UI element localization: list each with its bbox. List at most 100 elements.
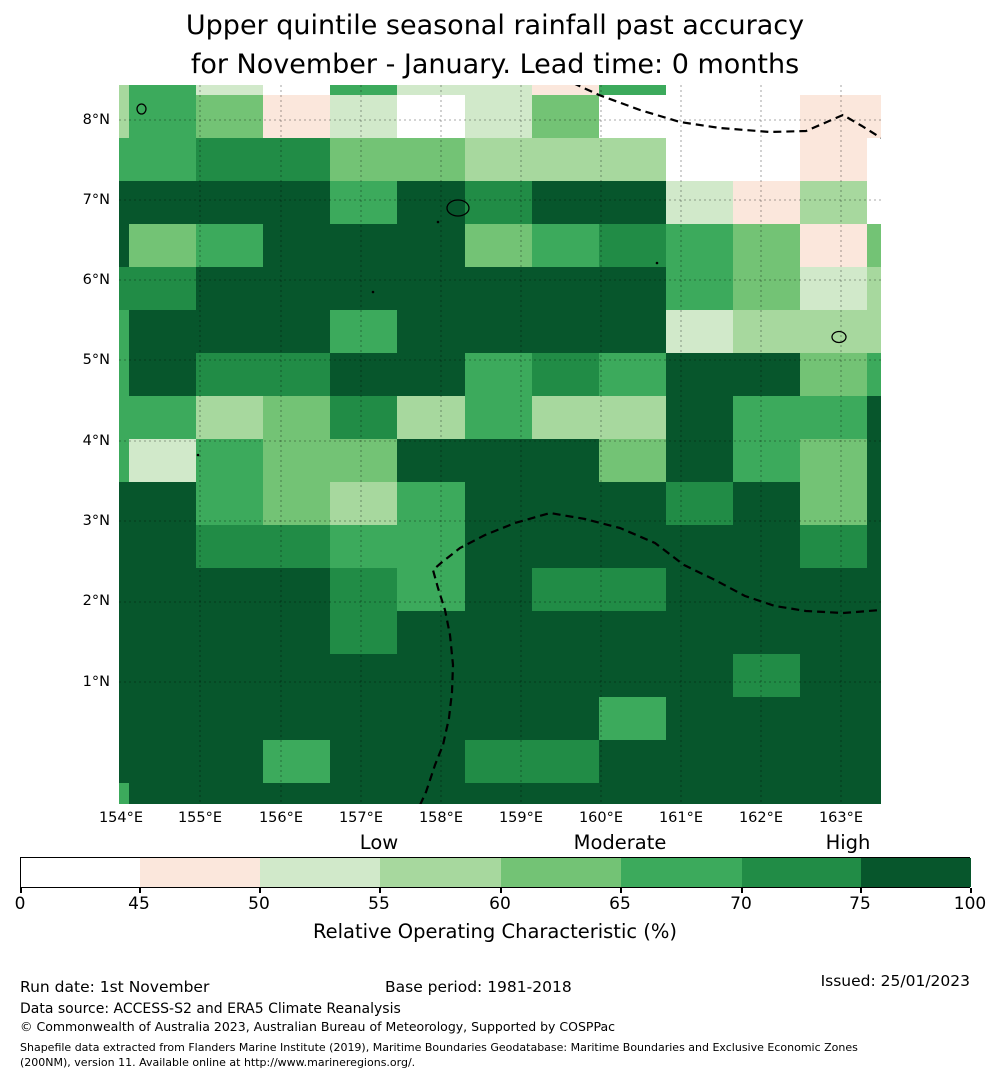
grid-cell (263, 482, 330, 525)
grid-cell (330, 439, 397, 482)
grid-cell (119, 654, 129, 697)
grid-cell (733, 525, 800, 568)
grid-cell (465, 138, 532, 181)
grid-cell (129, 353, 196, 396)
grid-cell (129, 138, 196, 181)
grid-cell (330, 353, 397, 396)
grid-cell (666, 740, 733, 783)
grid-cell (532, 353, 599, 396)
base-period-text: Base period: 1981-2018 (385, 978, 572, 996)
grid-cell (397, 181, 465, 224)
island-dot (655, 261, 659, 265)
grid-cell (129, 740, 196, 783)
grid-cell (867, 654, 881, 697)
grid-cell (119, 697, 129, 740)
grid-cell (800, 697, 867, 740)
grid-cell (196, 611, 263, 654)
grid-cell (800, 85, 867, 95)
grid-cell (733, 783, 800, 804)
grid-cell (867, 568, 881, 611)
grid-cell (666, 85, 733, 95)
grid-cell (867, 95, 881, 138)
grid-cell (733, 740, 800, 783)
grid-cell (196, 783, 263, 804)
colorbar-tick-label: 0 (14, 894, 26, 914)
grid-cell (129, 525, 196, 568)
eez-boundary-line (419, 511, 881, 804)
grid-cell (599, 740, 666, 783)
grid-cell (196, 224, 263, 267)
grid-cell (263, 654, 330, 697)
grid-cell (465, 95, 532, 138)
grid-cell (733, 611, 800, 654)
grid-cell (263, 181, 330, 224)
grid-cell (330, 267, 397, 310)
grid-cell (330, 697, 397, 740)
grid-cell (330, 310, 397, 353)
grid-cell (599, 439, 666, 482)
grid-cell (119, 611, 129, 654)
grid-cell (263, 697, 330, 740)
grid-cell (867, 439, 881, 482)
x-tick-label: 155°E (177, 810, 223, 826)
grid-cell (397, 697, 465, 740)
grid-cell (397, 138, 465, 181)
run-date-text: Run date: 1st November (20, 978, 210, 996)
grid-cell (800, 740, 867, 783)
grid-cell (263, 267, 330, 310)
grid-cell (867, 181, 881, 224)
grid-cell (532, 267, 599, 310)
grid-cell (800, 568, 867, 611)
colorbar-tick-mark (970, 888, 972, 893)
colorbar-tick-mark (860, 888, 862, 893)
grid-cell (800, 181, 867, 224)
x-tick-label: 160°E (578, 810, 624, 826)
grid-cell (129, 85, 196, 95)
grid-cell (465, 482, 532, 525)
grid-cell (397, 482, 465, 525)
grid-cell (532, 740, 599, 783)
grid-cell (397, 353, 465, 396)
colorbar-tick-mark (20, 888, 22, 893)
grid-cell (532, 181, 599, 224)
y-tick-label: 1°N (82, 674, 110, 690)
grid-cell (330, 95, 397, 138)
grid-cell (867, 396, 881, 439)
grid-cell (666, 138, 733, 181)
grid-cell (599, 353, 666, 396)
x-tick-label: 156°E (258, 810, 304, 826)
grid-cell (397, 439, 465, 482)
grid-cell (666, 568, 733, 611)
grid-cell (129, 224, 196, 267)
grid-cell (263, 439, 330, 482)
colorbar-category-label: Moderate (573, 831, 667, 854)
grid-cell (119, 224, 129, 267)
grid-cell (867, 138, 881, 181)
grid-cell (119, 396, 129, 439)
grid-cell (800, 482, 867, 525)
island-outline (136, 103, 147, 115)
y-tick-label: 8°N (82, 112, 110, 128)
colorbar-segment (21, 858, 140, 887)
grid-cell (129, 439, 196, 482)
colorbar-tick-mark (741, 888, 743, 893)
issued-text: Issued: 25/01/2023 (820, 972, 970, 990)
grid-cell (129, 267, 196, 310)
y-tick-label: 2°N (82, 593, 110, 609)
grid-cell (599, 611, 666, 654)
grid-cell (666, 310, 733, 353)
grid-cell (867, 310, 881, 353)
grid-cell (465, 740, 532, 783)
chart-title: Upper quintile seasonal rainfall past ac… (0, 6, 990, 84)
colorbar-tick-label: 50 (248, 894, 270, 914)
grid-cell (867, 267, 881, 310)
grid-cell (397, 224, 465, 267)
grid-cell (129, 396, 196, 439)
grid-cell (397, 783, 465, 804)
grid-cell (465, 525, 532, 568)
grid-cell (263, 353, 330, 396)
grid-cell (129, 181, 196, 224)
colorbar-tick-label: 60 (489, 894, 511, 914)
grid-cell (666, 396, 733, 439)
